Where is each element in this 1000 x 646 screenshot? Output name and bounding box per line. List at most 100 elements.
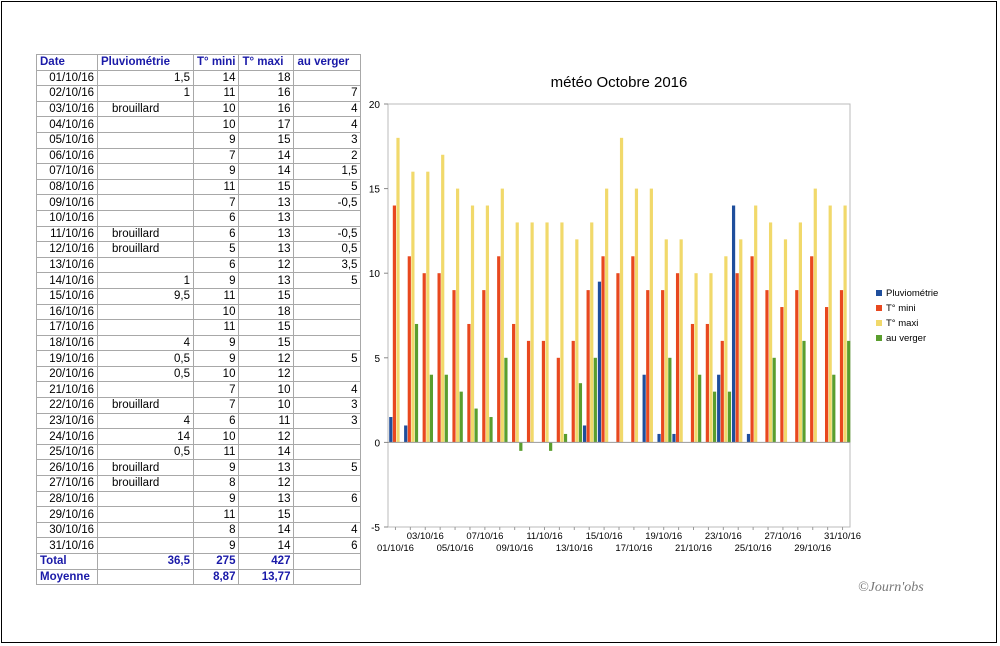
bar [582,425,587,443]
rainfall-cell: brouillard [97,100,194,118]
date-cell: 14/10/16 [36,272,98,289]
date-cell: 25/10/16 [36,443,98,461]
x-tick-label: 11/10/16 [526,531,562,542]
orchard-cell [293,209,362,227]
bar [661,290,665,443]
rainfall-cell [97,506,194,523]
temp-min-cell: 7 [192,194,240,211]
bar [724,256,728,443]
bar [407,256,411,443]
temp-min-cell: 10 [192,428,240,445]
rainfall-cell: brouillard [97,475,194,492]
rainfall-cell: 4 [97,412,194,430]
bar [824,307,829,443]
orchard-cell [293,287,362,305]
temp-max-cell: 13 [238,209,295,227]
bar [497,256,501,443]
table-row: 18/10/16 4 9 15 [36,334,362,352]
temp-min-cell: 10 [192,116,240,133]
x-tick-label: 07/10/16 [466,531,503,542]
total-row-cell: Total [36,553,98,570]
bar [735,273,739,443]
temp-min-cell: 11 [192,506,240,523]
temp-max-cell: 15 [238,506,295,523]
table-row: 19/10/16 0,5 9 12 5 [36,350,362,367]
bar [694,273,698,443]
watermark: ©Journ'obs [858,580,924,595]
total-row-cell [293,553,362,570]
rainfall-cell [97,303,194,321]
temp-max-cell: 12 [238,475,295,492]
table-row: 30/10/16 8 14 4 [36,521,362,539]
temp-max-cell: 18 [238,69,295,87]
date-cell: 31/10/16 [36,537,98,554]
bar [772,357,776,443]
table-row: 11/10/16 brouillard 6 13 -0,5 [36,225,362,243]
total-row-cell: 275 [192,553,240,570]
temp-min-cell: 8 [192,475,240,492]
rainfall-cell [97,209,194,227]
temp-min-cell: 7 [192,147,240,165]
bar [675,273,680,443]
x-tick-label: 25/10/16 [735,543,772,554]
table-row: 17/10/16 11 15 [36,319,362,336]
rainfall-cell [97,490,194,508]
rainfall-cell [97,521,194,539]
temp-min-cell: 10 [192,100,240,118]
table-row: 03/10/16 brouillard 10 16 4 [36,100,362,118]
bar [739,239,743,443]
orchard-cell: 7 [293,85,362,102]
table-row: 15/10/16 9,5 11 15 [36,287,362,305]
table-row: 24/10/16 14 10 12 [36,428,362,445]
bar [404,425,408,443]
date-cell: 26/10/16 [36,459,98,477]
date-cell: 22/10/16 [36,397,98,414]
bar [429,374,434,443]
bar [780,307,784,443]
temp-max-cell: 12 [238,428,295,445]
header-orchard: au verger [293,54,362,71]
date-cell: 27/10/16 [36,475,98,492]
temp-max-cell: 13 [238,490,295,508]
temp-min-cell: 6 [192,209,240,227]
total-row-cell: 427 [238,553,295,570]
orchard-cell [293,475,362,492]
orchard-cell: 5 [293,459,362,477]
rainfall-cell [97,163,194,180]
bar [813,188,817,443]
rainfall-cell [97,381,194,399]
table-row: 29/10/16 11 15 [36,506,362,523]
bar [482,290,486,443]
date-cell: 09/10/16 [36,194,98,211]
temp-min-cell: 11 [192,178,240,196]
table-row: 12/10/16 brouillard 5 13 0,5 [36,241,362,258]
bar [426,171,430,443]
rainfall-cell: 4 [97,334,194,352]
bar [526,340,531,443]
bar [470,205,475,443]
table-row: 21/10/16 7 10 4 [36,381,362,399]
date-cell: 15/10/16 [36,287,98,305]
x-tick-label: 17/10/16 [615,543,652,554]
y-tick-label: 15 [369,185,381,196]
orchard-cell [293,69,362,87]
bar [810,256,814,443]
legend-label: au verger [886,333,926,344]
rainfall-cell [97,319,194,336]
temp-min-cell: 7 [192,381,240,399]
temp-max-cell: 15 [238,334,295,352]
temp-min-cell: 9 [192,163,240,180]
bar [597,281,602,443]
x-tick-label: 31/10/16 [824,531,861,542]
bar [839,290,844,443]
date-cell: 18/10/16 [36,334,98,352]
bar [411,171,415,443]
bar [556,357,560,443]
bar [519,442,523,451]
orchard-cell [293,334,362,352]
rainfall-cell [97,147,194,165]
temp-min-cell: 7 [192,397,240,414]
bar [396,137,400,443]
bar [452,290,456,443]
